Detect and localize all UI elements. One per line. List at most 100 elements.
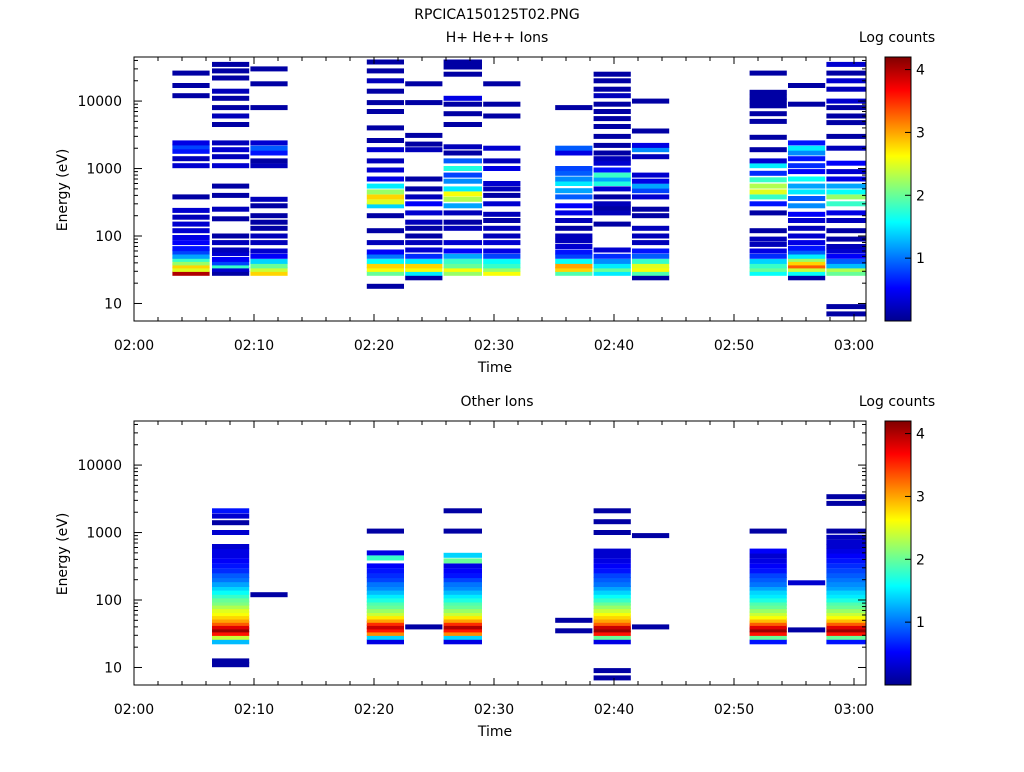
- heatmap-cell: [788, 253, 826, 259]
- heatmap-cell: [749, 253, 787, 259]
- heatmap-cell: [788, 211, 826, 217]
- heatmap-cell: [555, 188, 593, 194]
- heatmap-cell: [212, 573, 250, 579]
- heatmap-cell: [749, 634, 787, 640]
- colorbar-tick-label: 4: [916, 427, 925, 443]
- heatmap-cell: [749, 201, 787, 207]
- heatmap-cell: [212, 192, 250, 198]
- heatmap-cell: [593, 608, 631, 613]
- heatmap-cell: [405, 270, 443, 276]
- heatmap-cell: [826, 113, 866, 119]
- heatmap-cell: [632, 142, 670, 148]
- heatmap-cell: [826, 573, 866, 579]
- heatmap-cell: [212, 122, 250, 127]
- heatmap-cell: [212, 251, 250, 256]
- panel-h-he-ions: H+ He++ Ions Log counts Time Energy (eV)…: [55, 30, 935, 376]
- heatmap-cell: [443, 608, 482, 613]
- heatmap-cell: [212, 639, 250, 645]
- heatmap-cell: [405, 219, 443, 225]
- heatmap-cell: [826, 160, 866, 166]
- heatmap-cell: [555, 266, 593, 272]
- x-tick-label: 02:00: [114, 702, 154, 718]
- heatmap-cell: [826, 86, 866, 92]
- heatmap-cell: [632, 183, 670, 189]
- heatmap-cell: [826, 176, 866, 182]
- heatmap-cell: [443, 604, 482, 610]
- heatmap-cell: [212, 206, 250, 212]
- heatmap-cell: [788, 196, 826, 201]
- heatmap-cell: [632, 275, 670, 281]
- heatmap-cell: [749, 614, 787, 620]
- heatmap-cell: [443, 611, 482, 617]
- heatmap-cell: [788, 101, 826, 107]
- heatmap-cell: [826, 614, 866, 620]
- heatmap-cell: [366, 167, 404, 173]
- heatmap-cell: [826, 627, 866, 633]
- heatmap-cell: [593, 160, 631, 166]
- heatmap-cell: [593, 530, 631, 535]
- heatmap-cell: [405, 266, 443, 272]
- heatmap-cell: [749, 94, 787, 100]
- heatmap-cell: [212, 530, 250, 535]
- heatmap-cell: [593, 266, 631, 272]
- heatmap-cell: [593, 142, 631, 148]
- heatmap-cell: [788, 218, 826, 223]
- heatmap-cell: [366, 630, 404, 636]
- heatmap-cell: [212, 88, 250, 94]
- heatmap-cell: [250, 150, 288, 156]
- heatmap-cell: [555, 105, 593, 111]
- heatmap-cell: [366, 568, 404, 574]
- heatmap-cell: [593, 624, 631, 630]
- colorbar: [884, 420, 912, 686]
- heatmap-cell: [212, 216, 250, 222]
- heatmap-cell: [443, 558, 482, 564]
- heatmap-cell: [212, 247, 250, 253]
- heatmap-cell: [405, 81, 443, 87]
- heatmap-cell: [749, 134, 787, 140]
- heatmap-cell: [212, 270, 250, 276]
- heatmap-cell: [405, 132, 443, 138]
- heatmap-cell: [366, 620, 404, 626]
- heatmap-cell: [826, 183, 866, 189]
- heatmap-cell: [483, 113, 521, 119]
- heatmap-cell: [826, 617, 866, 623]
- heatmap-cell: [250, 240, 288, 246]
- heatmap-cell: [826, 589, 866, 595]
- heatmap-cell: [212, 630, 250, 636]
- colorbar-tick-label: 2: [916, 188, 925, 204]
- heatmap-cell: [172, 253, 210, 259]
- heatmap-cell: [593, 604, 631, 610]
- heatmap-cell: [366, 627, 404, 633]
- heatmap-cell: [788, 140, 826, 146]
- heatmap-cell: [593, 600, 631, 606]
- heatmap-cell: [826, 253, 866, 259]
- heatmap-cell: [212, 147, 250, 153]
- heatmap-cell: [443, 577, 482, 583]
- heatmap-cell: [483, 81, 521, 87]
- heatmap-cell: [366, 78, 404, 84]
- heatmap-cell: [555, 225, 593, 231]
- heatmap-cell: [172, 256, 210, 262]
- heatmap-cell: [366, 228, 404, 234]
- heatmap-cell: [788, 260, 826, 266]
- heatmap-cell: [593, 630, 631, 636]
- x-tick-label: 02:30: [474, 338, 514, 354]
- heatmap-cell: [366, 555, 404, 561]
- heatmap-cell: [483, 266, 521, 272]
- heatmap-cell: [632, 258, 670, 264]
- heatmap-cells: [172, 59, 866, 317]
- heatmap-cell: [443, 634, 482, 640]
- heatmap-cell: [632, 266, 670, 272]
- heatmap-cell: [749, 585, 787, 591]
- heatmap-cell: [366, 189, 404, 195]
- heatmap-cell: [366, 183, 404, 189]
- heatmap-cell: [593, 668, 631, 674]
- heatmap-cell: [483, 263, 521, 269]
- y-tick-label: 10: [104, 296, 122, 312]
- heatmap-cell: [443, 508, 482, 514]
- heatmap-cell: [366, 585, 404, 591]
- heatmap-cell: [593, 124, 631, 129]
- heatmap-cell: [632, 172, 670, 178]
- heatmap-cell: [593, 577, 631, 583]
- x-tick-label: 02:20: [354, 702, 394, 718]
